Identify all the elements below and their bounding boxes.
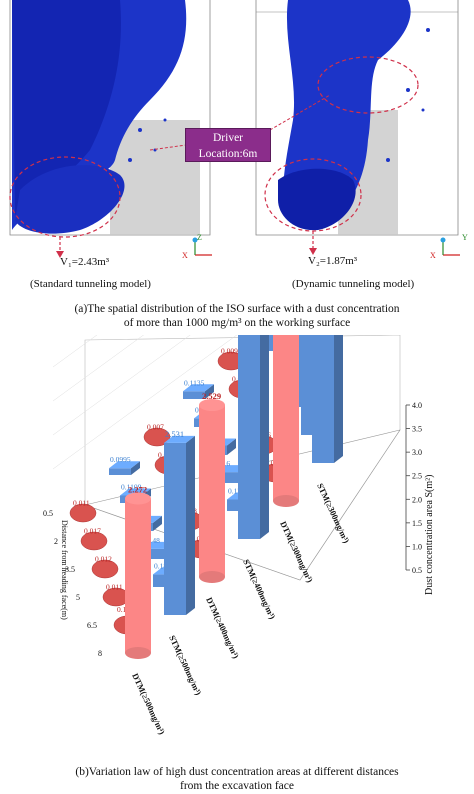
driver-location-label: Driver Location:6m: [185, 128, 271, 162]
chart-bar: 0.017: [80, 527, 108, 551]
chart-bar: 3.173: [273, 335, 299, 507]
chart-distance-ticks: 0.5 2 3.5 5 6.5 8: [43, 509, 102, 658]
left-model-caption: (Standard tunneling model): [30, 278, 151, 290]
bar-value-label: 2.272: [128, 485, 147, 495]
gridline: [52, 335, 238, 470]
bar-value-label: 0.009: [221, 347, 238, 356]
series-axis-label: DTM(≥400mg/m³): [204, 596, 241, 660]
bar-value-label: 0.1135: [184, 378, 205, 387]
driver-connector-lines: [149, 94, 331, 151]
right-simulation-panel: [248, 0, 474, 265]
distance-tick-label: 0.5: [43, 509, 53, 518]
series-axis-label: STM(≥400mg/m³): [241, 558, 278, 621]
distance-tick-label: 8: [98, 649, 102, 658]
chart-bar: 2.272: [125, 485, 151, 659]
bar-value-label: 0.0995: [110, 455, 131, 464]
distance-tick-label: 5: [76, 593, 80, 602]
right-volume-label: V₂=1.87m³: [308, 255, 358, 267]
bar-value-label: 0.011: [106, 583, 123, 592]
figure-a-caption-line1: (a)The spatial distribution of the ISO s…: [74, 303, 400, 315]
figure-b-caption: (b)Variation law of high dust concentrat…: [0, 765, 474, 793]
left-axis-x-label: X: [182, 251, 188, 260]
bar-value-label: 0.007: [147, 423, 164, 432]
z-tick-label: 4.0: [412, 401, 422, 410]
figure-a-caption: (a)The spatial distribution of the ISO s…: [0, 302, 474, 330]
figure-a-caption-line2: of more than 1000 mg/m³ on the working s…: [123, 317, 351, 329]
bar-value-label: 2.531: [165, 429, 184, 439]
figure-b-caption-line2: from the excavation face: [180, 780, 294, 792]
bar-value-label: 0.186: [154, 561, 171, 570]
driver-label-line1: Driver: [212, 132, 243, 144]
z-tick-label: 2.5: [412, 472, 422, 481]
distance-tick-label: 2: [54, 537, 58, 546]
bar-value-label: 0.17: [228, 486, 241, 495]
left-simulation-panel: [0, 0, 222, 265]
z-axis-title: Dust concentration area S(m²): [424, 475, 435, 595]
chart-bar: 3.8: [312, 335, 343, 463]
right-iso-surface-render: [255, 0, 460, 256]
series-axis-label: STM(≥300mg/m³): [315, 482, 352, 545]
left-axis-z-label: Z: [197, 233, 202, 242]
distance-tick-label: 3.5: [65, 565, 75, 574]
distance-axis-title: Distance from heading face(m): [60, 520, 69, 620]
z-tick-label: 1.0: [412, 542, 422, 551]
z-tick-label: 3.5: [412, 425, 422, 434]
chart-bar: 0.1135: [183, 378, 214, 399]
chart-bar: 2.529: [199, 391, 225, 583]
bar-value-label: 0.017: [84, 527, 101, 536]
chart-bar: 0.007: [143, 423, 171, 447]
bar-value-label: 2.529: [202, 391, 221, 401]
gridline: [52, 335, 98, 368]
chart-bar: 0.011: [69, 499, 97, 523]
bar-value-label: 0.011: [73, 499, 90, 508]
left-iso-surface-render: [9, 0, 212, 258]
gridline: [52, 335, 191, 436]
bar-value-label: 0.148: [143, 536, 160, 545]
right-model-caption: (Dynamic tunneling model): [292, 278, 415, 290]
z-tick-label: 1.5: [412, 519, 422, 528]
bar-value-label: 0.012: [95, 555, 112, 564]
chart-bars: 2.4112.6372.12.22.43.80.0090.0120.0120.0…: [69, 335, 343, 659]
chart-z-axis: 0.5 1.0 1.5 2.0 2.5 3.0 3.5 4.0: [405, 401, 422, 575]
figure-b-caption-line1: (b)Variation law of high dust concentrat…: [75, 766, 399, 778]
z-tick-label: 2.0: [412, 495, 422, 504]
left-volume-label: V₁=2.43m³: [60, 256, 110, 268]
right-axis-x-label: X: [430, 251, 436, 260]
bar3d-chart: 2.4112.6372.12.22.43.80.0090.0120.0120.0…: [43, 335, 435, 736]
series-axis-label: STM(≥500mg/m³): [167, 634, 204, 697]
distance-tick-label: 6.5: [87, 621, 97, 630]
series-axis-label: DTM(≥500mg/m³): [130, 672, 167, 736]
z-tick-label: 3.0: [412, 448, 422, 457]
chart-grid: [52, 335, 238, 470]
driver-label-line2: Location:6m: [198, 148, 258, 160]
bar-value-label: 0.1109: [121, 482, 142, 491]
chart-bar: 0.012: [91, 555, 119, 579]
chart-bar: 3.047: [238, 335, 269, 539]
chart-bar: 2.531: [164, 429, 195, 615]
gridline: [52, 335, 144, 402]
right-axis-y-label: Y: [462, 233, 468, 242]
chart-bar: 0.0995: [109, 455, 140, 475]
z-tick-label: 0.5: [412, 566, 422, 575]
